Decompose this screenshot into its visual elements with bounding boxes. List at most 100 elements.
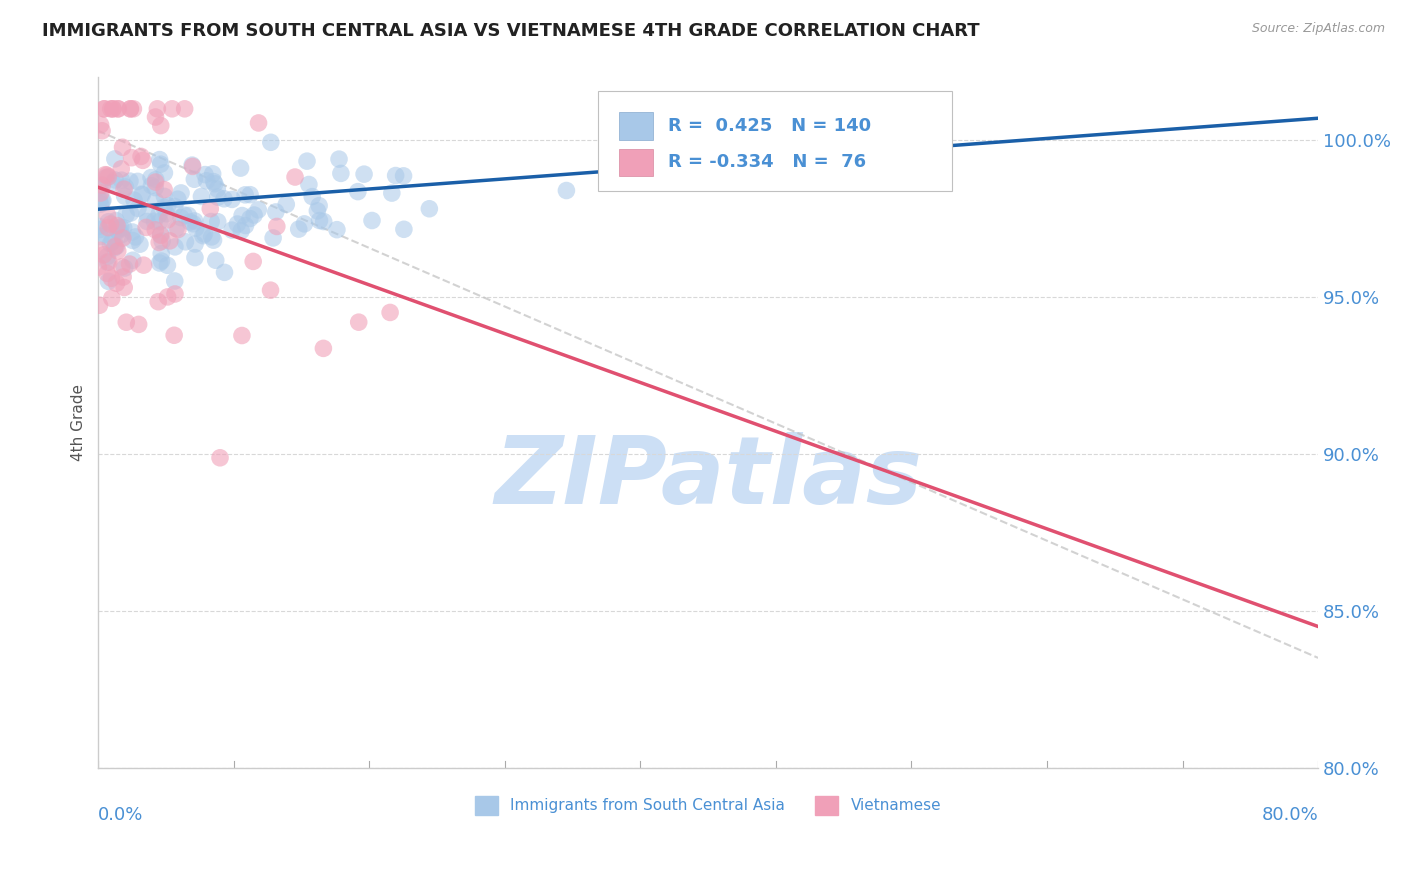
Point xyxy=(150,254,173,268)
Point xyxy=(156,212,179,227)
Point xyxy=(266,219,288,234)
Point xyxy=(231,328,253,343)
Point xyxy=(120,102,142,116)
Point xyxy=(111,140,134,154)
Point xyxy=(163,274,186,288)
Point xyxy=(156,290,179,304)
Point xyxy=(308,199,330,213)
Text: 0.0%: 0.0% xyxy=(98,805,143,823)
Point xyxy=(94,168,117,182)
Point xyxy=(160,102,183,116)
Point xyxy=(129,237,152,252)
Point xyxy=(90,197,112,211)
Point xyxy=(98,236,121,251)
Point xyxy=(111,260,134,274)
Point xyxy=(101,176,124,190)
Point xyxy=(105,223,128,237)
Point xyxy=(96,266,118,280)
Point xyxy=(121,225,143,239)
Point xyxy=(97,274,120,288)
Point xyxy=(381,186,404,200)
Point xyxy=(163,287,186,301)
Point xyxy=(201,230,224,244)
Point xyxy=(139,170,162,185)
Point xyxy=(183,214,205,228)
Point xyxy=(298,178,321,192)
Point xyxy=(287,222,309,236)
Point xyxy=(163,240,186,254)
Point xyxy=(124,230,146,244)
Text: R =  0.425   N = 140: R = 0.425 N = 140 xyxy=(668,117,870,135)
Point xyxy=(120,206,142,220)
Point xyxy=(312,342,335,356)
Point xyxy=(90,186,112,200)
Point xyxy=(87,219,110,234)
Point xyxy=(101,235,124,249)
Point xyxy=(89,194,111,208)
Point xyxy=(174,235,197,249)
Point xyxy=(131,187,153,202)
Point xyxy=(204,253,226,268)
Point xyxy=(143,214,166,228)
Point xyxy=(121,234,143,248)
Point xyxy=(292,217,315,231)
Point xyxy=(149,214,172,228)
Point xyxy=(132,153,155,168)
Point xyxy=(112,182,135,196)
Point xyxy=(89,180,111,194)
Point xyxy=(155,207,177,221)
Point xyxy=(347,315,370,329)
Point xyxy=(145,172,167,186)
Point xyxy=(148,256,170,270)
Point xyxy=(110,173,132,187)
Point xyxy=(195,174,218,188)
Point xyxy=(153,200,176,214)
Point xyxy=(177,208,200,222)
Point xyxy=(153,166,176,180)
Point xyxy=(202,233,225,247)
Point xyxy=(150,234,173,248)
Point xyxy=(91,178,114,193)
Point xyxy=(231,224,253,238)
Point xyxy=(127,202,149,216)
Point xyxy=(107,244,129,258)
Point xyxy=(110,220,132,235)
Point xyxy=(93,102,115,116)
Point xyxy=(112,220,135,235)
Point xyxy=(163,199,186,213)
Point xyxy=(153,189,176,203)
Point xyxy=(118,174,141,188)
Point xyxy=(173,102,195,116)
Point xyxy=(207,182,229,196)
Point xyxy=(233,187,256,202)
Point xyxy=(361,213,384,227)
Point xyxy=(120,102,142,116)
Point xyxy=(97,169,120,184)
Point xyxy=(308,213,330,227)
Point xyxy=(122,102,145,116)
Point xyxy=(202,175,225,189)
Point xyxy=(384,169,406,183)
Point xyxy=(231,209,253,223)
Y-axis label: 4th Grade: 4th Grade xyxy=(72,384,86,461)
Point xyxy=(260,136,283,150)
Point xyxy=(129,149,152,163)
Point xyxy=(328,152,350,166)
Point xyxy=(555,184,578,198)
Point xyxy=(191,228,214,243)
Point xyxy=(90,118,112,132)
Point xyxy=(212,192,235,206)
Point xyxy=(104,173,127,187)
Point xyxy=(115,315,138,329)
Point xyxy=(136,214,159,228)
Point xyxy=(207,215,229,229)
Point xyxy=(239,187,262,202)
Point xyxy=(276,197,298,211)
Point xyxy=(243,208,266,222)
Text: IMMIGRANTS FROM SOUTH CENTRAL ASIA VS VIETNAMESE 4TH GRADE CORRELATION CHART: IMMIGRANTS FROM SOUTH CENTRAL ASIA VS VI… xyxy=(42,22,980,40)
Point xyxy=(141,178,163,193)
Point xyxy=(107,224,129,238)
Point xyxy=(143,223,166,237)
Point xyxy=(204,177,226,191)
Point xyxy=(200,214,222,228)
